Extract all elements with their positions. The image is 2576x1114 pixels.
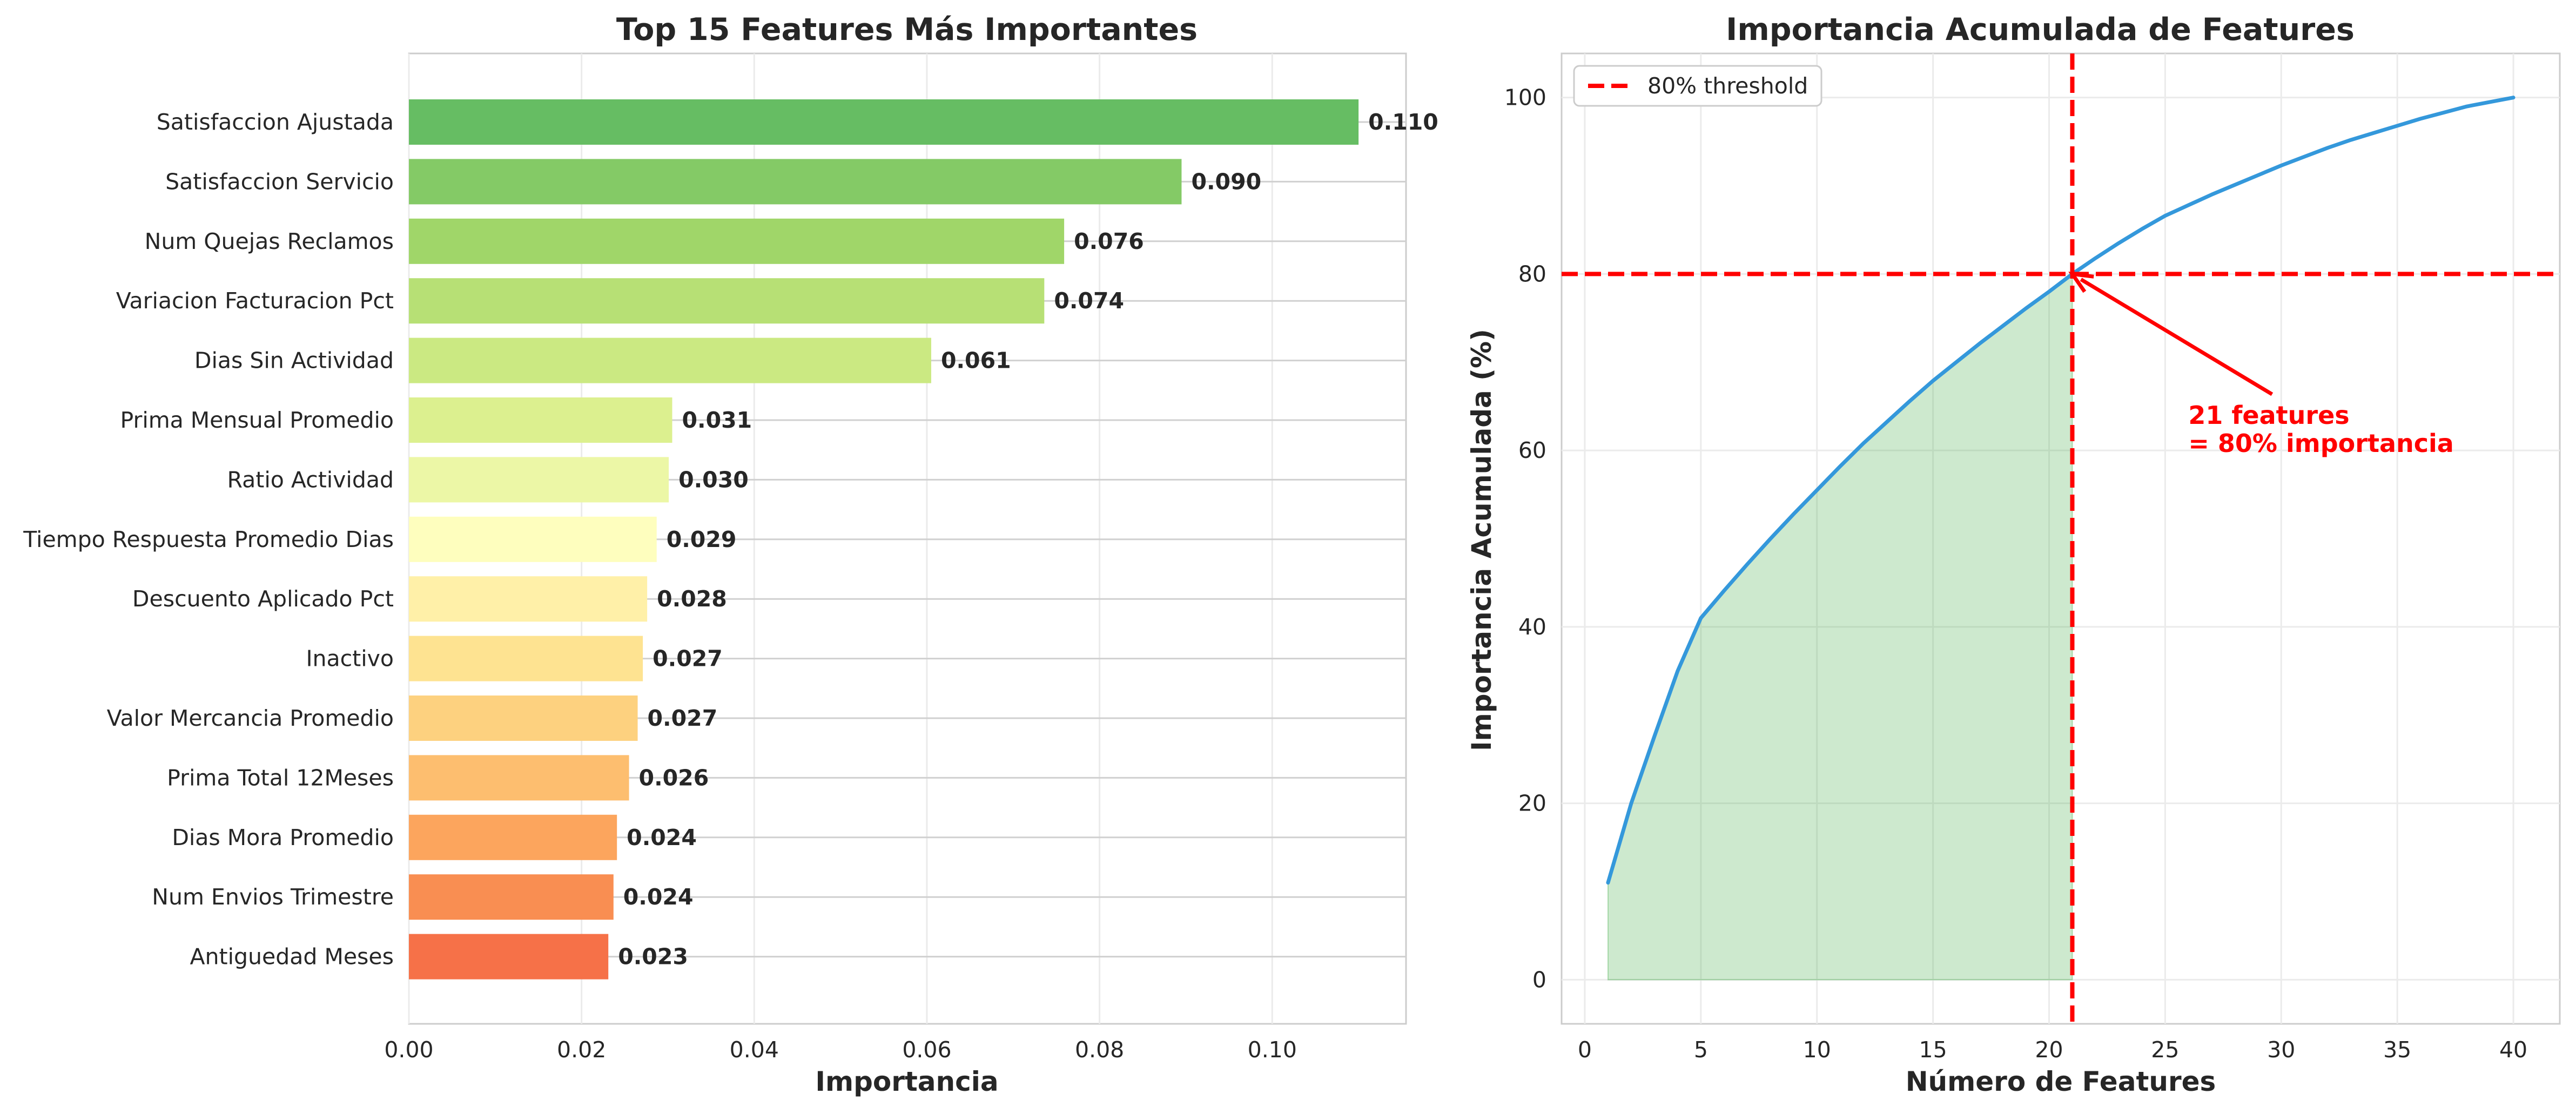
left-y-tick-label: Dias Sin Actividad [194, 348, 394, 374]
legend: 80% threshold [1573, 65, 1822, 107]
bar [409, 337, 931, 383]
bar-value-label: 0.031 [682, 407, 752, 433]
left-y-tick-label: Antiguedad Meses [190, 944, 394, 970]
left-y-tick-label: Satisfaccion Ajustada [157, 109, 394, 135]
right-y-tick-labels: 0 20 40 60 80 100 [1504, 85, 1546, 993]
right-x-tick-label: 35 [2383, 1037, 2411, 1063]
bar-value-label: 0.076 [1074, 228, 1144, 254]
bar [409, 576, 648, 622]
bar [409, 696, 638, 741]
bar-value-label: 0.023 [618, 944, 688, 970]
right-x-tick-label: 25 [2151, 1037, 2179, 1063]
right-y-tick-label: 100 [1504, 85, 1546, 111]
left-x-tick-labels: 0.00 0.02 0.04 0.06 0.08 0.10 [384, 1037, 1297, 1063]
bar-value-label: 0.029 [667, 526, 737, 552]
right-chart-title: Importancia Acumulada de Features [1726, 12, 2355, 48]
left-x-axis-label: Importancia [815, 1066, 998, 1097]
feature-importance-chart: Top 15 Features Más Importantes 0.110 0.0… [23, 12, 1438, 1097]
right-y-axis-label: Importancia Acumulada (%) [1466, 329, 1497, 751]
left-x-tick-label: 0.08 [1075, 1037, 1124, 1063]
bar-value-label: 0.110 [1368, 109, 1438, 135]
bar [409, 457, 669, 503]
bar [409, 218, 1065, 264]
left-y-tick-label: Num Quejas Reclamos [145, 228, 394, 254]
threshold-lines [1562, 53, 2560, 1024]
left-y-tick-label: Dias Mora Promedio [172, 825, 394, 850]
left-x-tick-label: 0.02 [557, 1037, 606, 1063]
right-x-axis-label: Número de Features [1906, 1066, 2216, 1097]
bar [409, 874, 614, 920]
cumulative-importance-chart: Importancia Acumulada de Features 21 fea… [1466, 12, 2561, 1097]
bar [409, 278, 1045, 324]
right-y-tick-label: 80 [1518, 261, 1546, 287]
legend-entry: 80% threshold [1647, 73, 1808, 99]
legend-box [1573, 65, 1822, 107]
right-plot-area [1561, 52, 2561, 1025]
bar-value-label: 0.024 [623, 884, 694, 910]
right-y-tick-label: 0 [1532, 967, 1546, 993]
bar-value-label: 0.026 [639, 765, 709, 791]
bar [409, 636, 643, 681]
bar [409, 516, 657, 562]
bar-value-label: 0.027 [653, 646, 723, 672]
annotation-arrow-head [2068, 271, 2094, 293]
left-y-tick-label: Prima Total 12Meses [167, 765, 394, 791]
left-y-tick-label: Satisfaccion Servicio [165, 168, 394, 194]
right-x-tick-label: 15 [1919, 1037, 1947, 1063]
left-x-tick-label: 0.00 [384, 1037, 433, 1063]
threshold-annotation: 21 features= 80% importancia [2068, 271, 2454, 458]
bar-value-label: 0.028 [657, 586, 727, 612]
bar [409, 159, 1182, 205]
annotation-arrow-shaft [2080, 278, 2274, 396]
bar-value-label: 0.074 [1054, 288, 1124, 314]
left-y-tick-labels: Satisfaccion Ajustada Satisfaccion Servic… [23, 109, 394, 970]
left-y-tick-label: Prima Mensual Promedio [120, 407, 394, 433]
right-x-tick-label: 10 [1803, 1037, 1831, 1063]
left-x-tick-label: 0.04 [730, 1037, 779, 1063]
right-y-tick-label: 60 [1518, 437, 1546, 463]
cumulative-line [1606, 96, 2516, 885]
bar-value-label: 0.024 [627, 825, 697, 850]
annotation-line-2: = 80% importancia [2188, 429, 2453, 458]
left-y-tick-label: Num Envios Trimestre [152, 884, 394, 910]
left-x-tick-label: 0.06 [902, 1037, 951, 1063]
left-y-tick-label: Tiempo Respuesta Promedio Dias [23, 526, 394, 552]
left-x-tick-label: 0.10 [1248, 1037, 1297, 1063]
left-y-tick-label: Variacion Facturacion Pct [116, 288, 394, 314]
left-y-tick-label: Inactivo [306, 646, 394, 672]
bar-value-label: 0.090 [1191, 168, 1261, 194]
bar-value-label: 0.027 [648, 705, 718, 731]
right-x-tick-label: 0 [1578, 1037, 1592, 1063]
right-x-tick-label: 5 [1694, 1037, 1708, 1063]
bar [409, 397, 672, 443]
left-y-tick-label: Ratio Actividad [227, 467, 394, 492]
bar-value-label: 0.061 [941, 348, 1011, 374]
bar [409, 814, 617, 860]
right-x-tick-label: 20 [2035, 1037, 2063, 1063]
left-y-tick-label: Descuento Aplicado Pct [132, 586, 394, 612]
left-y-tick-label: Valor Mercancia Promedio [107, 705, 394, 731]
cumulative-line-series [1606, 96, 2516, 885]
right-x-tick-label: 40 [2499, 1037, 2527, 1063]
annotation-line-1: 21 features [2188, 401, 2349, 430]
right-x-tick-labels: 0 5 10 15 20 25 30 35 40 [1578, 1037, 2527, 1063]
bar [409, 99, 1359, 145]
right-y-tick-label: 20 [1518, 791, 1546, 816]
right-x-tick-label: 30 [2267, 1037, 2295, 1063]
bar [409, 934, 609, 980]
right-y-tick-label: 40 [1518, 614, 1546, 640]
bar-value-label: 0.030 [678, 467, 749, 492]
left-chart-title: Top 15 Features Más Importantes [616, 12, 1198, 48]
left-bars: 0.110 0.090 0.076 0.074 0.061 0.031 0.030 0.029… [409, 99, 1438, 980]
bar [409, 755, 629, 801]
